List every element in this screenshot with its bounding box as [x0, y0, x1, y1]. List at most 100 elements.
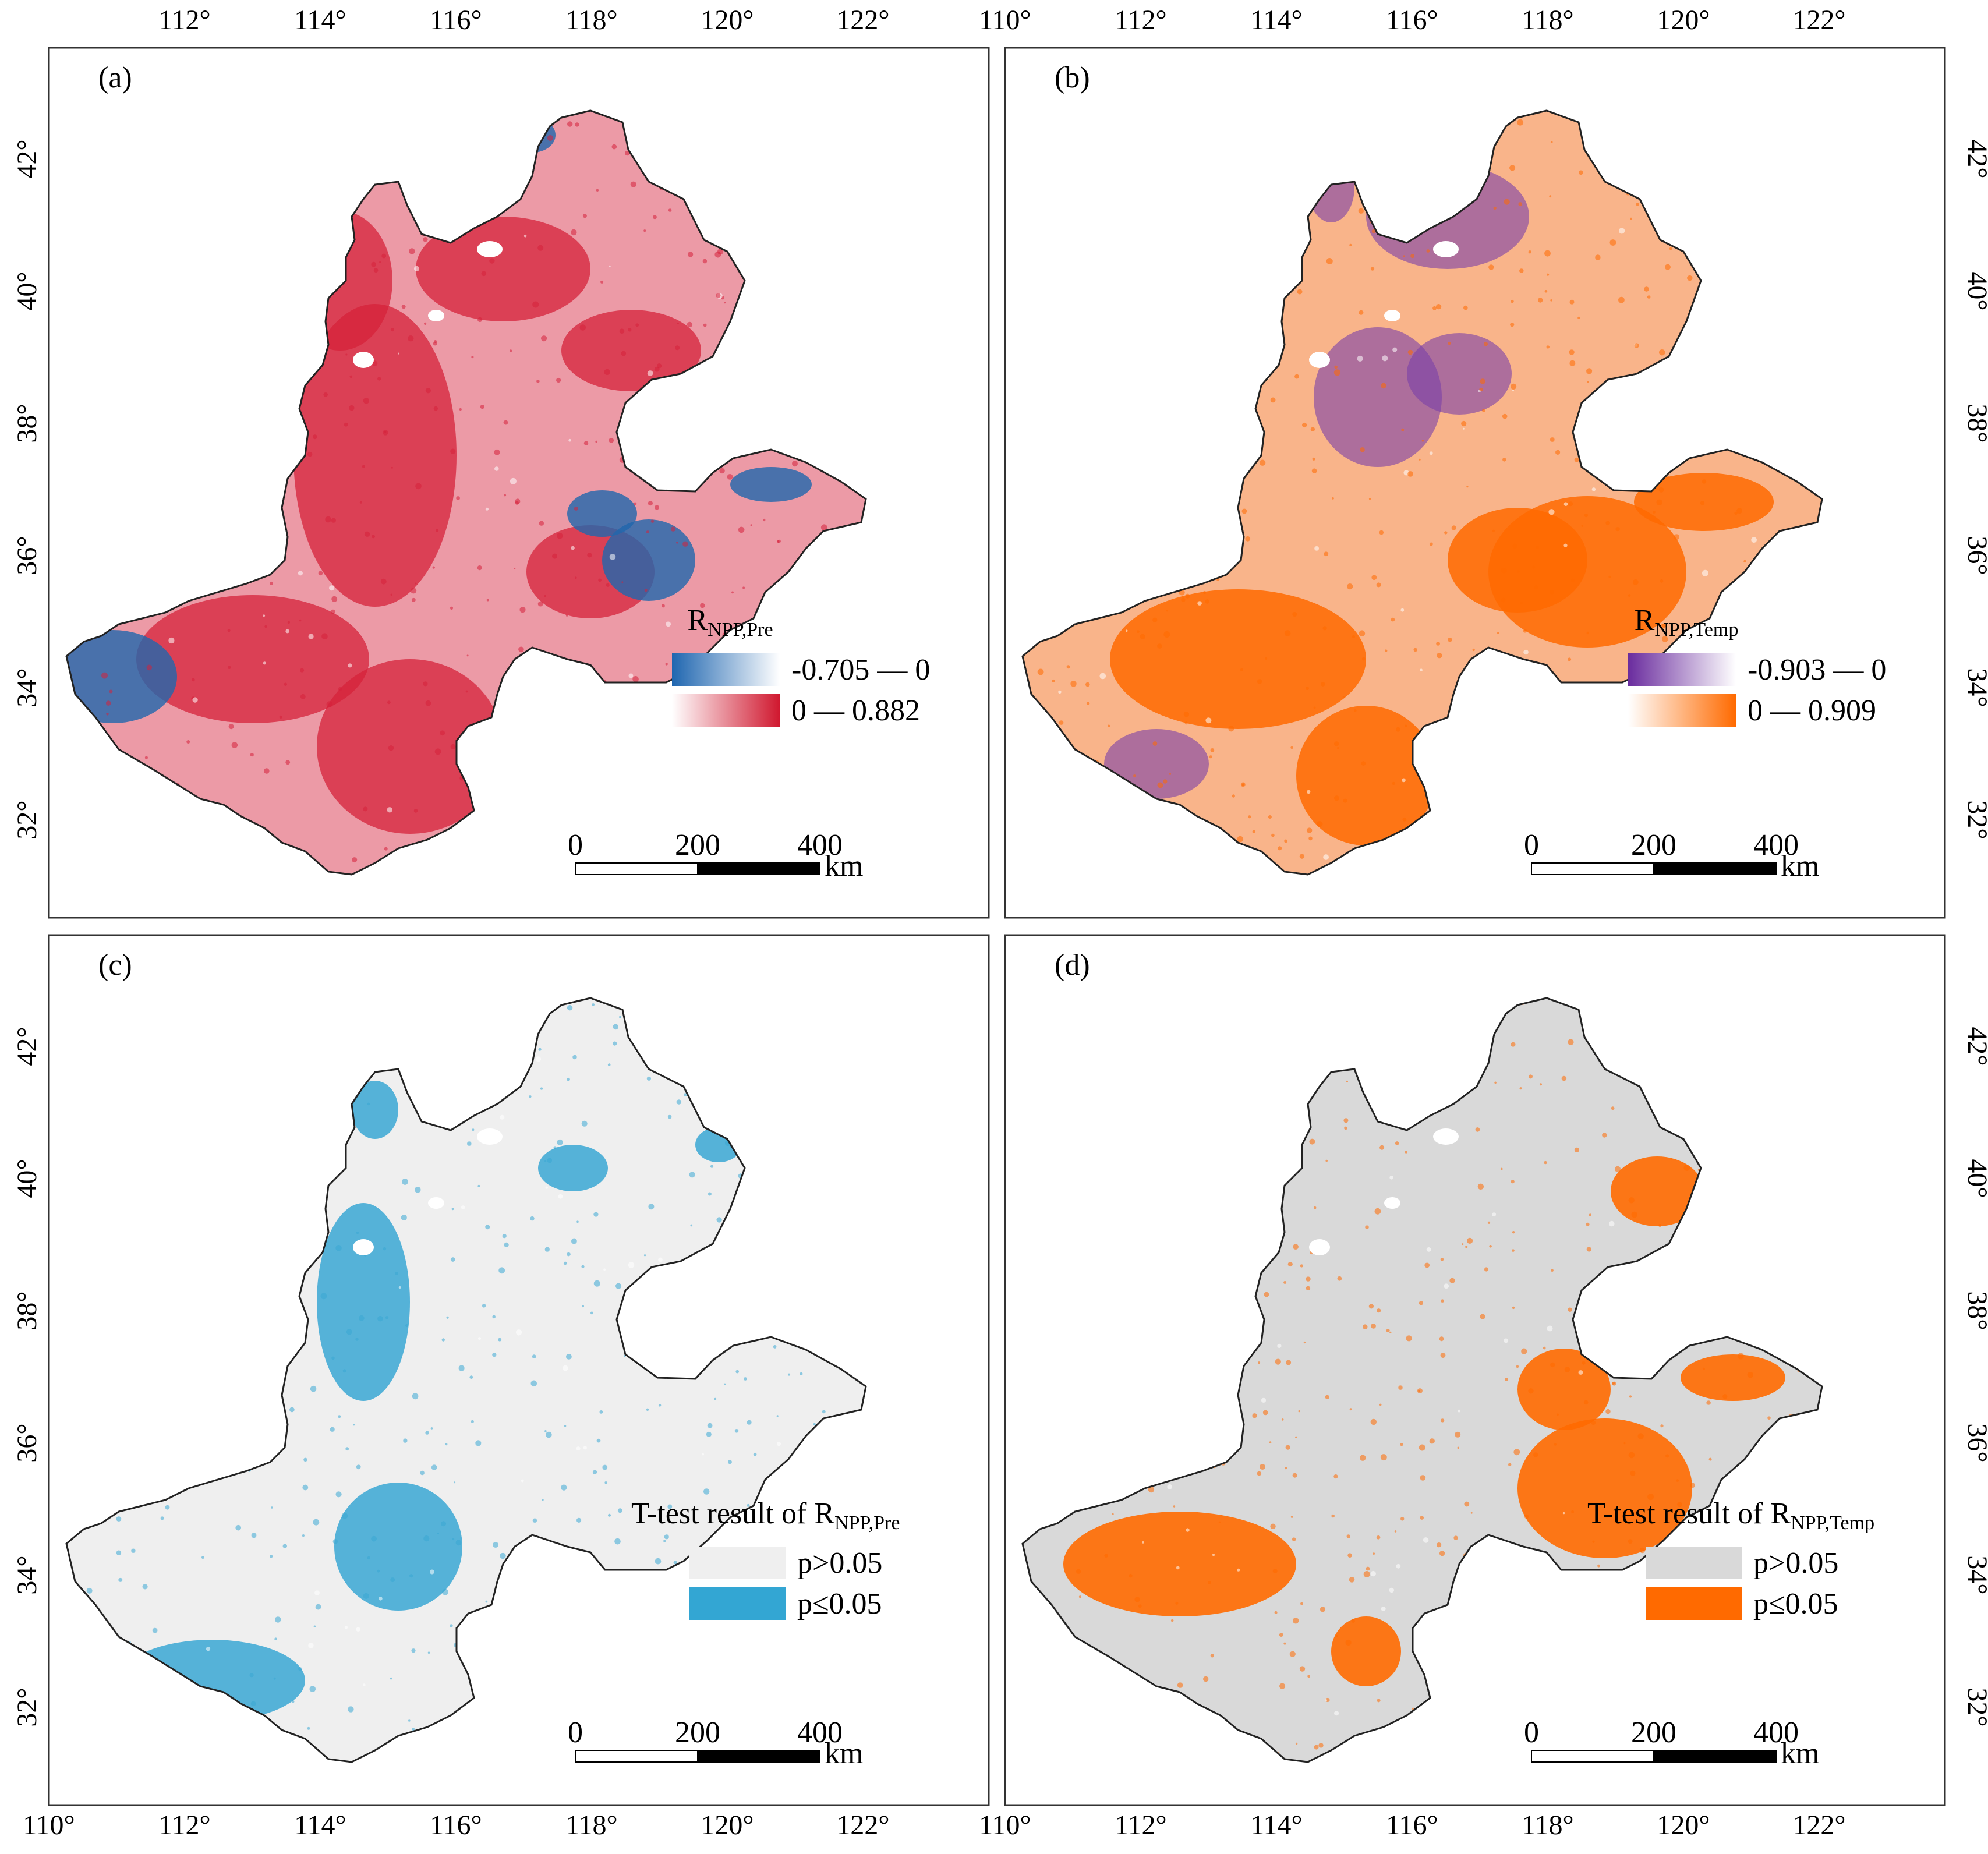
scale-unit: km	[825, 850, 863, 883]
panel-label: (b)	[1055, 61, 1090, 94]
top-lon-tick: 112°	[1115, 5, 1166, 36]
right-lat-tick: 34°	[1962, 668, 1988, 707]
scale-label: 200	[1631, 1716, 1676, 1749]
scale-label: 200	[675, 829, 720, 862]
left-lat-tick: 42°	[12, 139, 43, 178]
legend: T-test result of RNPP,Pre p>0.05 p≤0.05	[631, 1497, 900, 1621]
left-lat-tick: 32°	[12, 800, 43, 839]
bottom-lon-tick: 116°	[430, 1810, 482, 1841]
legend-label: 0 — 0.882	[791, 694, 920, 727]
scale-label: 400	[797, 1716, 843, 1749]
right-lat-tick: 32°	[1962, 800, 1988, 839]
right-lat-tick: 34°	[1962, 1555, 1988, 1594]
legend-label: p>0.05	[1753, 1547, 1838, 1580]
bottom-lon-tick: 122°	[1792, 1810, 1845, 1841]
scale-label: 0	[568, 1716, 583, 1749]
legend-swatch	[672, 653, 780, 686]
top-lon-tick: 120°	[701, 5, 754, 36]
top-lon-tick: 116°	[1386, 5, 1438, 36]
top-lon-tick: 122°	[1792, 5, 1845, 36]
legend-swatch	[689, 1547, 786, 1579]
legend: RNPP,Temp -0.903 — 0 0 — 0.909	[1628, 604, 1886, 727]
top-lon-tick: 114°	[294, 5, 346, 36]
legend-title: T-test result of RNPP,Temp	[1587, 1497, 1874, 1534]
bottom-lon-tick: 110°	[979, 1810, 1031, 1841]
left-lat-tick: 40°	[12, 1159, 43, 1198]
left-lat-tick: 34°	[12, 668, 43, 707]
top-lon-tick: 112°	[158, 5, 210, 36]
left-lat-tick: 36°	[12, 1423, 43, 1462]
panel-c: (c) T-test result of RNPP,Pre p>0.05 p≤0.05…	[48, 934, 990, 1806]
right-lat-tick: 36°	[1962, 536, 1988, 575]
bottom-lon-tick: 112°	[158, 1810, 210, 1841]
top-lon-tick: 116°	[430, 5, 482, 36]
legend-title: RNPP,Pre	[687, 604, 773, 641]
legend-label: 0 — 0.909	[1748, 694, 1876, 727]
bottom-lon-tick: 118°	[1522, 1810, 1573, 1841]
scale-unit: km	[1781, 850, 1819, 883]
legend-title: T-test result of RNPP,Pre	[631, 1497, 900, 1534]
scale-label: 400	[797, 829, 843, 862]
legend-swatch	[689, 1587, 786, 1620]
right-lat-tick: 42°	[1962, 139, 1988, 178]
scale-label: 200	[1631, 829, 1676, 862]
legend-label: -0.705 — 0	[791, 653, 930, 687]
bottom-lon-tick: 120°	[1657, 1810, 1710, 1841]
left-lat-tick: 42°	[12, 1027, 43, 1066]
scale-unit: km	[1781, 1737, 1819, 1770]
scale-label: 0	[1524, 829, 1539, 862]
bottom-lon-tick: 114°	[1250, 1810, 1302, 1841]
legend-label: p>0.05	[797, 1547, 882, 1580]
bottom-lon-tick: 120°	[701, 1810, 754, 1841]
region-outline	[1021, 109, 1823, 876]
legend-swatch	[1628, 653, 1736, 686]
legend-swatch	[672, 694, 780, 727]
bottom-lon-tick: 110°	[23, 1810, 75, 1841]
bottom-lon-tick: 118°	[565, 1810, 617, 1841]
legend-label: p≤0.05	[797, 1587, 882, 1621]
legend: T-test result of RNPP,Temp p>0.05 p≤0.05	[1587, 1497, 1874, 1621]
top-lon-tick: 110°	[979, 5, 1031, 36]
right-lat-tick: 42°	[1962, 1027, 1988, 1066]
panel-d: (d) T-test result of RNPP,Temp p>0.05 p≤0.0…	[1004, 934, 1946, 1806]
bottom-lon-tick: 116°	[1386, 1810, 1438, 1841]
top-lon-ticks: 112° 114° 116° 118° 120° 122° 110° 112° 114° 116°…	[12, 5, 1988, 1841]
panel-label: (a)	[98, 61, 132, 94]
top-lon-tick: 122°	[836, 5, 889, 36]
right-lat-tick: 36°	[1962, 1423, 1988, 1462]
scale-unit: km	[825, 1737, 863, 1770]
panel-label: (d)	[1055, 949, 1090, 982]
right-lat-tick: 32°	[1962, 1687, 1988, 1726]
scale-label: 0	[1524, 1716, 1539, 1749]
left-lat-tick: 38°	[12, 1291, 43, 1330]
top-lon-tick: 120°	[1657, 5, 1710, 36]
right-lat-tick: 38°	[1962, 404, 1988, 443]
legend: RNPP,Pre -0.705 — 0 0 — 0.882	[672, 604, 930, 727]
legend-swatch	[1646, 1547, 1742, 1579]
scale-label: 400	[1753, 829, 1799, 862]
left-lat-tick: 32°	[12, 1687, 43, 1726]
region-outline	[65, 997, 867, 1763]
bottom-lon-tick: 114°	[294, 1810, 346, 1841]
bottom-lon-tick: 122°	[836, 1810, 889, 1841]
left-lat-tick: 36°	[12, 536, 43, 575]
top-lon-tick: 118°	[565, 5, 617, 36]
scale-label: 400	[1753, 1716, 1799, 1749]
right-lat-tick: 40°	[1962, 271, 1988, 310]
region-outline	[1021, 997, 1823, 1763]
bottom-lon-tick: 112°	[1115, 1810, 1166, 1841]
scale-label: 0	[568, 829, 583, 862]
legend-title: RNPP,Temp	[1635, 604, 1739, 641]
left-lat-tick: 40°	[12, 271, 43, 310]
top-lon-tick: 114°	[1250, 5, 1302, 36]
legend-label: p≤0.05	[1753, 1587, 1838, 1621]
region-outline	[65, 109, 867, 876]
right-lat-tick: 38°	[1962, 1291, 1988, 1330]
